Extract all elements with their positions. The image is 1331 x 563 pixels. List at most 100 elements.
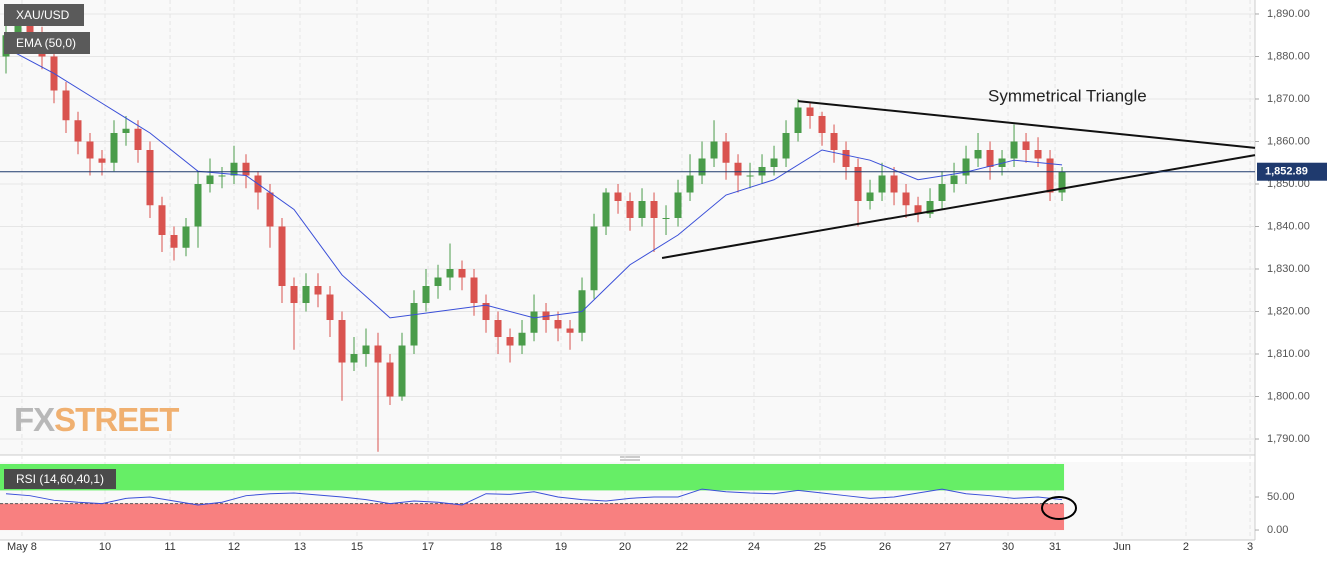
candle-body [158,205,166,236]
candle-body [86,141,94,159]
x-tick-label: 13 [294,541,306,553]
y-tick-label: 1,850.00 [1267,178,1310,190]
annotation: Symmetrical Triangle [988,86,1147,105]
candle-body [182,226,190,248]
candle-body [806,107,814,116]
candle-body [470,277,478,304]
candle-body [842,149,850,167]
oversold-band [0,503,1065,531]
x-tick-label: 26 [879,541,891,553]
candle-body [734,162,742,176]
candle-body [830,132,838,150]
candle-body [590,226,598,291]
x-tick-label: 17 [422,541,434,553]
x-tick-label: 24 [748,541,760,553]
x-tick-label: 11 [164,541,175,553]
rsi-label: RSI (14,60,40,1) [16,472,104,486]
candle-body [302,286,310,304]
y-tick-label: 1,840.00 [1267,220,1310,232]
candle-body [326,294,334,321]
candle-body [554,320,562,329]
watermark: FXSTREET [14,401,179,438]
candle-body [62,90,70,121]
candle-body [134,128,142,150]
rsi-tick-label: 0.00 [1267,524,1288,536]
candle-body [110,132,118,163]
x-tick-label: 31 [1049,541,1061,553]
candle-body [602,192,610,227]
candle-body [146,149,154,206]
candle-body [962,158,970,176]
candle-body [914,205,922,214]
candle-body [782,132,790,159]
x-tick-label: 30 [1002,541,1014,553]
trendline [797,100,1256,149]
candle-body [194,183,202,227]
candle-body [482,303,490,321]
symbol-box [4,4,84,26]
panel-handle[interactable] [620,456,640,461]
candle-body [854,166,862,201]
candle-body [698,158,706,176]
candle-body [794,107,802,133]
candle-body [1058,171,1066,193]
candle-body [638,200,646,219]
x-tick-label: 2 [1183,541,1189,553]
y-tick-label: 1,870.00 [1267,93,1310,105]
candle-body [122,128,130,133]
candle-body [518,332,526,346]
candle-body [290,286,298,304]
watermark-street: STREET [54,401,179,438]
candle-body [422,286,430,304]
trendline [661,154,1256,259]
candle-body [218,175,226,177]
rsi-box [4,469,116,489]
candle-body [386,362,394,397]
y-tick-label: 1,790.00 [1267,433,1310,445]
candle-body [362,345,370,355]
candle-body [890,175,898,193]
candle-body [926,200,934,214]
candle-body [446,269,454,278]
last-price-tag [1257,162,1327,181]
x-tick-label: 18 [490,541,502,553]
candle-body [1034,149,1042,159]
candle-body [14,22,22,36]
x-tick-label: May 8 [7,541,37,553]
y-tick-label: 1,810.00 [1267,348,1310,360]
candle-body [314,286,322,295]
rsi-line [5,488,1063,506]
candle-body [902,192,910,206]
candle-body [650,200,658,219]
y-tick-label: 1,890.00 [1267,8,1310,20]
x-tick-label: Jun [1113,541,1131,553]
candle-body [542,311,550,321]
x-tick-label: 12 [228,541,240,553]
candle-body [266,192,274,227]
candle-body [458,269,466,278]
candle-body [350,354,358,363]
y-tick-label: 1,820.00 [1267,305,1310,317]
indicator-label: EMA (50,0) [16,36,76,50]
candle-body [614,192,622,201]
candle-body [938,183,946,201]
watermark-fx: FX [14,401,55,438]
candle-body [722,141,730,163]
ema-line [5,47,1063,319]
candle-body [242,162,250,176]
x-tick-label: 25 [814,541,826,553]
x-tick-label: 3 [1247,541,1253,553]
candle-body [170,235,178,248]
candle-body [866,192,874,201]
y-tick-label: 1,800.00 [1267,390,1310,402]
candle-body [662,218,670,220]
x-tick-label: 10 [99,541,111,553]
y-tick-label: 1,860.00 [1267,135,1310,147]
candle-body [1022,141,1030,150]
candle-body [1046,158,1054,193]
candle-body [74,120,82,142]
x-tick-label: 15 [351,541,363,553]
y-tick-label: 1,830.00 [1267,263,1310,275]
